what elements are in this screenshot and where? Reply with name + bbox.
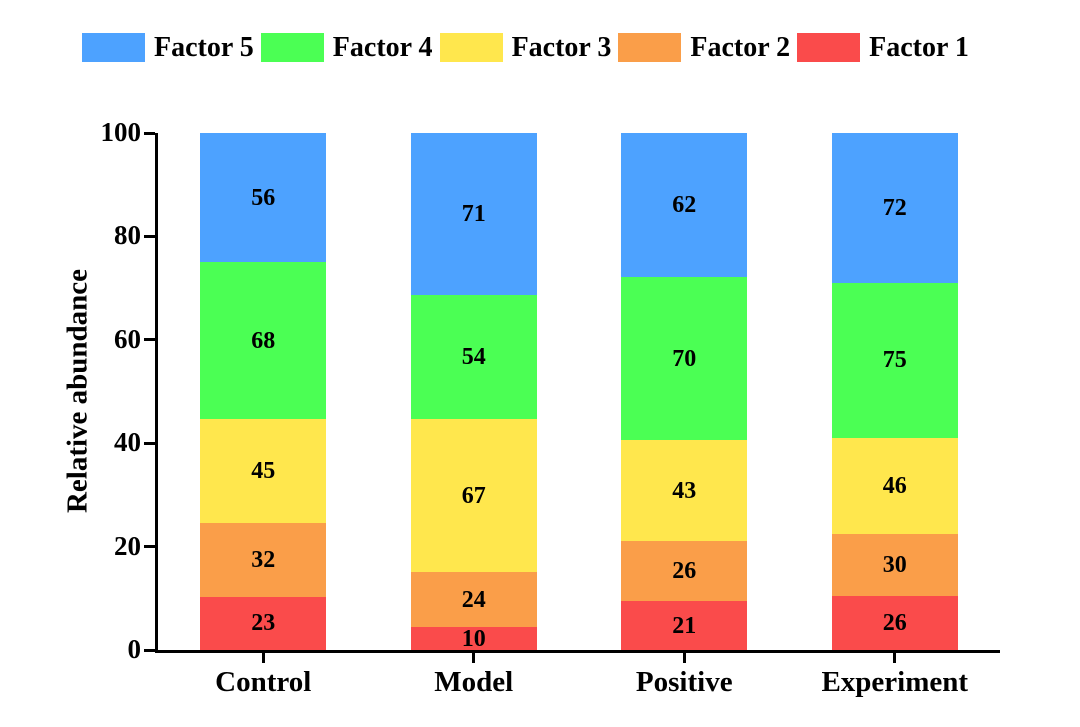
segment-value-label: 32 [251, 547, 276, 573]
stacked-bar-experiment: 26 30 46 75 72 [831, 133, 958, 650]
bar-segment-factor-2: 30 [831, 533, 958, 597]
segment-value-label: 54 [461, 344, 486, 371]
segment-value-label: 26 [672, 557, 697, 584]
x-axis-category-label-control: Control [215, 666, 312, 698]
segment-value-label: 23 [251, 610, 276, 637]
segment-value-label: 56 [251, 184, 276, 211]
segment-value-label: 43 [672, 477, 697, 504]
segment-value-label: 46 [882, 473, 907, 499]
segment-value-label: 75 [882, 347, 907, 374]
bar-segment-factor-4: 68 [200, 262, 327, 420]
legend-swatch-icon [439, 33, 503, 62]
y-axis-tick [144, 131, 155, 135]
x-axis-category-label-positive: Positive [635, 666, 733, 698]
legend-item-label: Factor 5 [154, 31, 254, 63]
x-axis-tick [472, 653, 476, 663]
segment-value-label: 62 [672, 192, 697, 219]
x-axis-category-label-experiment: Experiment [821, 666, 969, 698]
segment-value-label: 70 [672, 345, 697, 372]
legend-swatch-icon [260, 33, 324, 62]
legend-item-label: Factor 2 [690, 31, 791, 63]
bar-segment-factor-2: 24 [410, 572, 537, 628]
x-axis-category-label-model: Model [434, 666, 514, 698]
segment-value-label: 68 [251, 327, 276, 354]
legend-item-factor-3: Factor 3 [439, 31, 612, 63]
segment-value-label: 71 [461, 201, 486, 228]
legend-item-label: Factor 1 [869, 31, 969, 63]
y-axis-tick-label: 100 [100, 117, 142, 147]
bar-segment-factor-3: 46 [831, 438, 958, 534]
bar-segment-factor-4: 70 [621, 277, 748, 441]
legend-item-label: Factor 3 [511, 31, 612, 63]
segment-value-label: 24 [461, 586, 486, 613]
legend-swatch-icon [82, 33, 145, 62]
legend-swatch-icon [618, 33, 682, 62]
segment-value-label: 45 [251, 458, 276, 485]
segment-value-label: 67 [461, 482, 486, 509]
stacked-bar-positive: 21 26 43 70 62 [621, 133, 748, 650]
y-axis-title: Relative abundance [61, 268, 94, 514]
y-axis-tick-label: 0 [127, 634, 142, 664]
y-axis-tick-label: 60 [114, 323, 141, 354]
legend-item-factor-1: Factor 1 [797, 33, 969, 62]
y-axis-tick [144, 441, 155, 445]
bar-segment-factor-4: 75 [831, 282, 958, 439]
legend-item-factor-2: Factor 2 [618, 33, 790, 62]
plot-area: 0 20 40 60 80 100 23 32 45 68 56 Control 10 24 67 54 71 M… [101, 119, 1000, 697]
y-axis-tick [144, 545, 155, 549]
y-axis-tick [144, 338, 155, 342]
segment-value-label: 26 [882, 610, 907, 637]
segment-value-label: 10 [461, 625, 486, 652]
bar-segment-factor-5: 71 [410, 133, 537, 296]
x-axis-tick [261, 653, 265, 663]
bar-segment-factor-2: 32 [200, 523, 327, 597]
legend: Factor 5 Factor 4 Factor 3 Factor 2 Factor 1 [82, 33, 976, 62]
bar-segment-factor-1: 21 [621, 601, 748, 650]
segment-value-label: 30 [882, 551, 907, 578]
y-axis-tick-label: 40 [114, 427, 141, 458]
bar-segment-factor-3: 67 [410, 418, 537, 573]
bar-segment-factor-1: 23 [200, 596, 327, 650]
y-axis-tick-label: 20 [114, 530, 141, 561]
bar-segment-factor-4: 54 [410, 295, 537, 419]
bar-segment-factor-1: 26 [831, 596, 958, 650]
bar-segment-factor-3: 43 [621, 440, 748, 541]
bar-segment-factor-2: 26 [621, 540, 748, 602]
y-axis-tick [144, 234, 155, 238]
bar-segment-factor-1: 10 [410, 625, 537, 652]
bar-segment-factor-5: 72 [831, 133, 958, 283]
stacked-bar-model: 10 24 67 54 71 [410, 133, 537, 652]
stacked-bar-control: 23 32 45 68 56 [200, 133, 327, 650]
y-axis-tick [144, 648, 155, 652]
bar-segment-factor-5: 56 [200, 133, 327, 263]
y-axis-tick-label: 80 [114, 220, 141, 251]
bar-segment-factor-5: 62 [621, 133, 748, 278]
x-axis-tick [682, 653, 686, 663]
segment-value-label: 72 [882, 194, 907, 221]
legend-item-factor-5: Factor 5 [82, 33, 254, 62]
legend-item-factor-4: Factor 4 [260, 31, 433, 63]
x-axis-tick [893, 653, 897, 663]
bar-segment-factor-3: 45 [200, 419, 327, 524]
legend-swatch-icon [797, 33, 861, 62]
legend-item-label: Factor 4 [332, 31, 433, 63]
segment-value-label: 21 [672, 612, 697, 639]
